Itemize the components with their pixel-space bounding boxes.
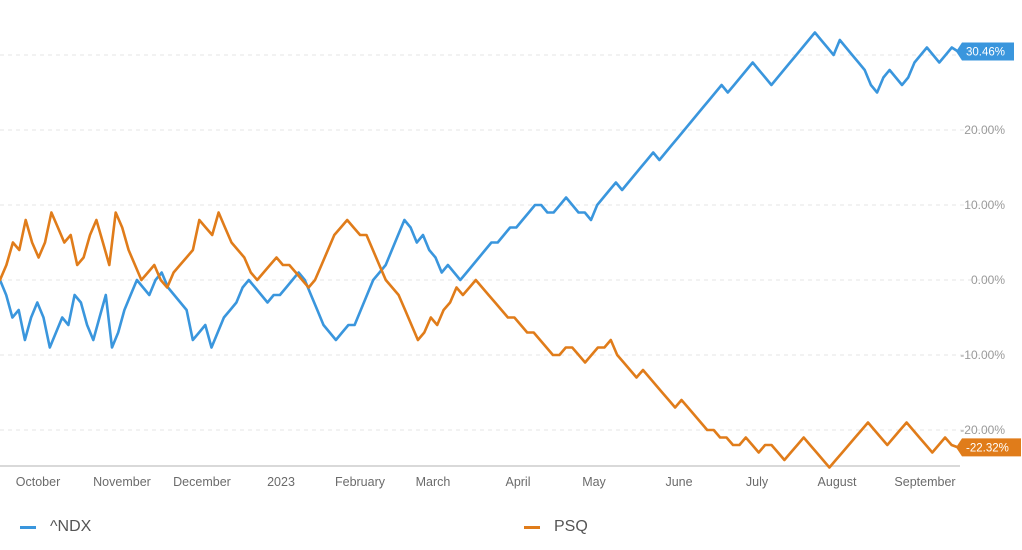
x-tick-label: February (335, 475, 386, 489)
y-tick-label: -10.00% (960, 348, 1005, 362)
legend-swatch-ndx (20, 525, 36, 529)
legend: ^NDX PSQ (0, 518, 1022, 550)
x-tick-label: April (505, 475, 530, 489)
end-label-psq: -22.32% (956, 438, 1021, 457)
legend-item-ndx[interactable]: ^NDX (20, 518, 91, 536)
x-tick-label: March (416, 475, 451, 489)
x-tick-label: July (746, 475, 769, 489)
end-label-box (956, 42, 1014, 61)
legend-label-ndx: ^NDX (50, 518, 92, 535)
legend-swatch-psq (524, 525, 540, 529)
end-label-text: -22.32% (966, 442, 1009, 454)
legend-item-psq[interactable]: PSQ (524, 518, 588, 536)
series-line-ndx[interactable] (0, 31, 960, 349)
x-tick-label: October (16, 475, 60, 489)
series-line-psq[interactable] (0, 211, 960, 469)
series-lines (0, 31, 960, 469)
x-tick-label: August (818, 475, 857, 489)
x-tick-label: December (173, 475, 231, 489)
y-tick-label: 0.00% (971, 273, 1005, 287)
x-tick-label: June (665, 475, 692, 489)
y-tick-label: 20.00% (964, 123, 1005, 137)
end-labels: 30.46% -22.32% (956, 42, 1021, 457)
y-axis-ticks: 20.00% 10.00% 0.00% -10.00% -20.00% (960, 123, 1005, 437)
x-axis-ticks: October November December 2023 February March… (16, 475, 956, 489)
end-label-ndx: 30.46% (956, 42, 1014, 61)
x-tick-label: May (582, 475, 606, 489)
end-label-box (956, 438, 1021, 457)
x-tick-label: 2023 (267, 475, 295, 489)
line-chart: 20.00% 10.00% 0.00% -10.00% -20.00% October N… (0, 31, 1021, 489)
x-tick-label: November (93, 475, 151, 489)
y-tick-label: 10.00% (964, 198, 1005, 212)
end-label-text: 30.46% (966, 47, 1005, 59)
x-tick-label: September (894, 475, 955, 489)
legend-label-psq: PSQ (554, 518, 588, 535)
y-tick-label: -20.00% (960, 423, 1005, 437)
grid-lines (0, 54, 1000, 431)
